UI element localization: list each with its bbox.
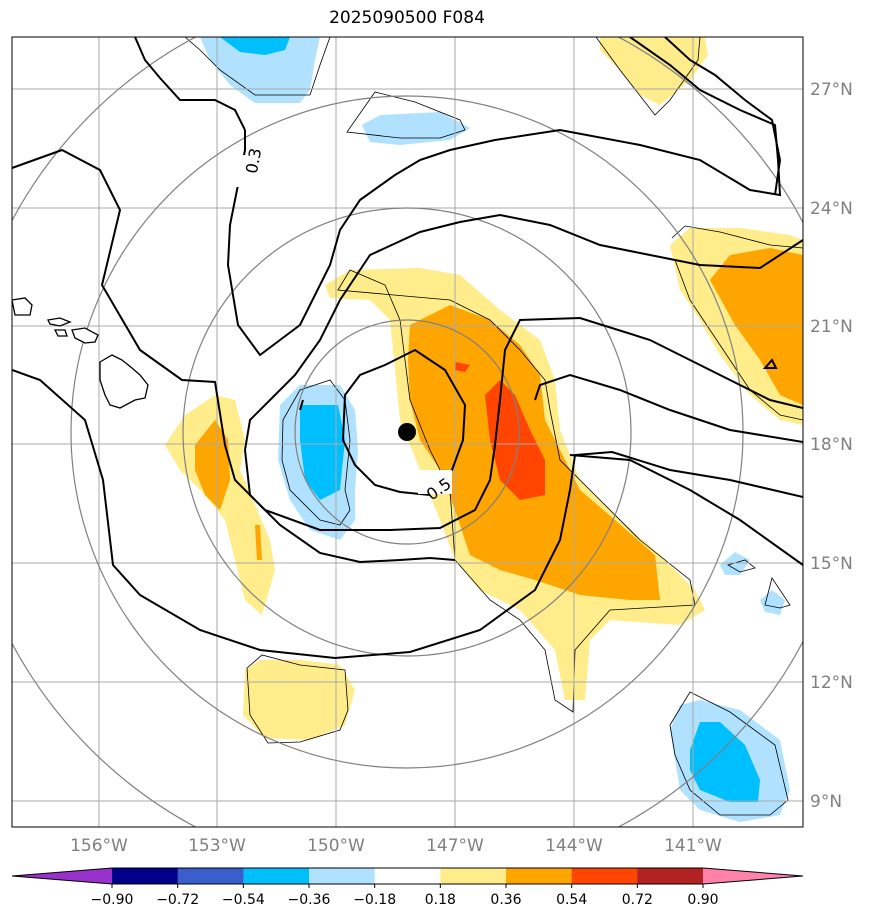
main-contours (12, 37, 803, 660)
colorbar-segment (440, 868, 507, 884)
colorbar-tick-label: 0.90 (687, 892, 718, 908)
colorbar-tick-label: −0.18 (353, 892, 396, 908)
colorbar-segment (571, 868, 638, 884)
colorbar-segment (243, 868, 310, 884)
colorbar: −0.90 −0.72 −0.54 −0.36 −0.18 0.18 0.36 0.54 0.7… (11, 867, 804, 908)
lon-label-153w: 153°W (188, 836, 246, 856)
lon-label-150w: 150°W (307, 836, 365, 856)
thin-outline-contours (184, 37, 803, 816)
colorbar-tick-label: −0.72 (156, 892, 199, 908)
map-frame (11, 36, 804, 828)
map-title: 2025090500 F084 (329, 8, 485, 28)
lat-label-12n: 12°N (810, 673, 853, 693)
latitude-labels: 9°N 12°N 15°N 18°N 21°N 24°N 27°N (810, 80, 853, 812)
negative-shading-blue (220, 37, 760, 802)
colorbar-segment (637, 868, 704, 884)
lon-label-147w: 147°W (426, 836, 484, 856)
colorbar-tick-label: −0.36 (288, 892, 331, 908)
colorbar-segment (177, 868, 244, 884)
small-contour-loop (762, 358, 778, 369)
lat-label-27n: 27°N (810, 80, 853, 100)
colorbar-tick-label: −0.54 (222, 892, 265, 908)
colorbar-tick-label: 0.72 (622, 892, 653, 908)
colorbar-tick-label: 0.54 (556, 892, 587, 908)
lat-label-24n: 24°N (810, 199, 853, 219)
lat-label-9n: 9°N (810, 792, 842, 812)
lon-label-156w: 156°W (70, 836, 128, 856)
colorbar-tick-label: −0.90 (91, 892, 134, 908)
lat-label-18n: 18°N (810, 435, 853, 455)
colorbar-segment (112, 868, 179, 884)
lon-label-141w: 141°W (664, 836, 722, 856)
colorbar-segment (506, 868, 573, 884)
colorbar-tick-label: 0.18 (425, 892, 456, 908)
lat-label-15n: 15°N (810, 554, 853, 574)
colorbar-segment (374, 868, 441, 884)
positive-shading-red (455, 362, 545, 500)
map-area: 0.3 0.5 (12, 37, 803, 827)
hawaiian-islands (12, 297, 149, 409)
contour-label-0-3: 0.3 (242, 147, 265, 175)
lat-label-21n: 21°N (810, 317, 853, 337)
colorbar-segment (309, 868, 376, 884)
colorbar-tick-label: 0.36 (490, 892, 521, 908)
storm-center-marker (398, 423, 416, 441)
longitude-labels: 156°W 153°W 150°W 147°W 144°W 141°W (70, 836, 722, 856)
colorbar-extend-min (12, 868, 112, 884)
lon-label-144w: 144°W (545, 836, 603, 856)
colorbar-extend-max (703, 868, 803, 884)
